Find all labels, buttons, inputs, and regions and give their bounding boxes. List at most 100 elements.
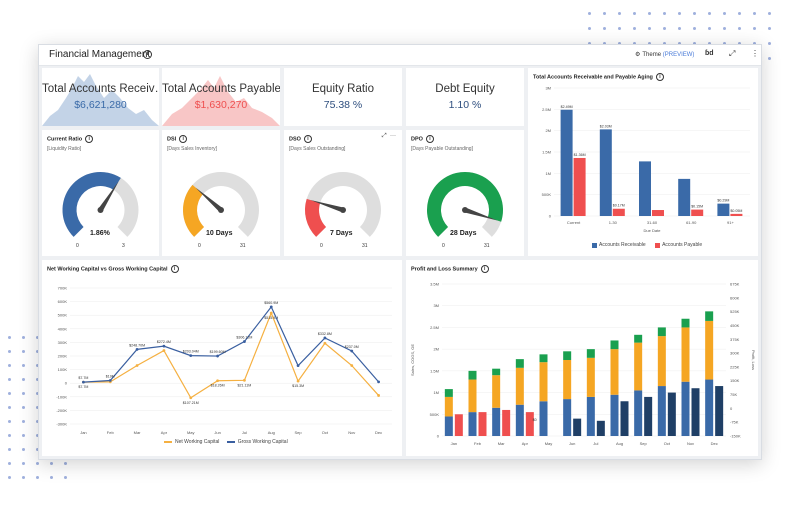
profit-loss-bar [502,409,511,436]
x-tick-label: Feb [107,430,115,435]
stacked-bar-sales [444,416,453,436]
stacked-bar-oe [657,327,666,337]
current-ratio-gauge [62,172,139,237]
data-label: $2.49M [561,105,573,109]
profit-loss-bar [620,401,629,436]
info-icon[interactable]: i [655,73,664,81]
x-tick-label: Nov [687,441,694,446]
gauge-value: 10 Days [206,230,233,237]
gauge-subtitle: [Days Payable Outstanding] [411,146,473,152]
expand-icon[interactable]: ⤢ [381,133,387,139]
info-icon[interactable]: i [480,265,489,273]
stacked-bar-cogs [563,360,572,400]
kpi-value: $1,630,270 [194,99,248,111]
data-label: $248.70M [129,343,145,347]
stacked-bar-oe [492,368,501,376]
y-tick-label: 3.5M [430,282,439,287]
y-tick-label: 0 [65,381,68,386]
gauge-needle [195,187,223,212]
y2-axis-label: Profit, Loss [751,350,756,370]
data-label: $272.4M [157,340,171,344]
x-tick-label: 91+ [727,220,734,225]
x-tick-label: May [187,430,195,435]
stacked-bar-cogs [492,375,501,408]
y-tick-label: 2M [545,128,551,133]
y-tick-label: 400K [58,326,68,331]
y2-tick-label: 450K [730,323,740,328]
x-tick-label: 61-90 [686,220,697,225]
y-tick-label: 700K [58,286,68,291]
data-point [269,305,273,309]
more-icon[interactable]: ··· [390,133,396,139]
y-tick-label: 3M [545,86,551,91]
gauge-fill [305,198,327,237]
data-point [216,354,219,358]
data-point [135,364,139,367]
info-icon[interactable]: i [425,135,434,143]
info-icon[interactable]: i [303,135,312,143]
stacked-bar-cogs [634,342,643,391]
y-tick-label: 500K [58,313,68,318]
stacked-bar-sales [468,412,477,436]
data-label: $560.9M [264,301,278,305]
kpi-value: $6,621,280 [74,99,127,111]
data-point [269,311,273,315]
data-label: $7.7M [78,385,88,389]
kpi-card-equity-ratio[interactable]: Equity Ratio 75.38 % [284,68,402,126]
binoculars-icon[interactable]: ɓd [705,50,714,57]
gauge-max: 31 [240,243,246,249]
data-point [323,341,327,345]
info-icon[interactable]: i [85,135,94,143]
kpi-card-receivable[interactable]: Total Accounts Receiv… $6,621,280 [42,68,159,126]
data-label: $237.0M [345,345,359,349]
legend-label: Accounts Receivable [599,242,646,248]
data-label: $199.60M [210,350,226,354]
data-label: $15.3M [292,384,304,388]
data-point [189,354,193,357]
data-point [162,349,166,352]
gauge-fill [427,172,503,237]
bar-receivable [717,203,730,216]
gauge-track [305,172,381,237]
x-tick-label: Oct [322,430,329,435]
kpi-title: Equity Ratio [311,83,374,95]
kpi-card-debt-equity[interactable]: Debt Equity 1.10 % [406,68,524,126]
stacked-bar-oe [610,340,619,350]
y-tick-label: 500K [430,412,440,417]
data-label: $19M [106,374,115,378]
gauge-value: 7 Days [330,230,353,237]
bar-payable [612,208,625,216]
profit-loss-bar [715,386,724,436]
data-point [377,394,380,397]
info-icon[interactable]: i [143,50,152,59]
stacked-bar-sales [563,399,572,436]
stacked-bar-oe [468,370,477,380]
x-tick-label: Nov [348,430,355,435]
data-label: $0.05M [730,209,742,213]
theme-button[interactable]: ⚙ Theme (PREVIEW) [635,51,694,58]
dsi-gauge [183,172,259,237]
stacked-bar-cogs [515,367,524,405]
kpi-value: 1.10 % [448,99,482,111]
gauge-fill [62,172,121,237]
x-tick-label: Dec [711,441,718,446]
more-icon[interactable]: ⋮ [751,49,759,58]
expand-icon[interactable]: ⤢ [729,49,736,58]
data-label: $7.7M [78,376,88,380]
stacked-bar-oe [444,389,453,397]
info-icon[interactable]: i [179,135,188,143]
data-point [189,396,193,400]
gauge-hub [218,207,224,213]
kpi-card-payable[interactable]: Total Accounts Payable $1,630,270 [162,68,280,126]
data-point [296,364,300,368]
kpi-value: 75.38 % [323,99,363,111]
info-icon[interactable]: i [170,265,179,273]
stacked-bar-oe [539,354,548,363]
y2-tick-label: 225K [730,364,740,369]
stacked-bar-sales [515,404,524,436]
stacked-bar-cogs [539,362,548,402]
stacked-bar-cogs [681,327,690,382]
stacked-bar-oe [515,359,524,368]
aging-bar-chart: 0 500K 1M 1.5M 2M 2.5M 3M $2.49M $1.36M Current $2… [542,86,750,233]
profit-loss-bar [454,414,463,436]
